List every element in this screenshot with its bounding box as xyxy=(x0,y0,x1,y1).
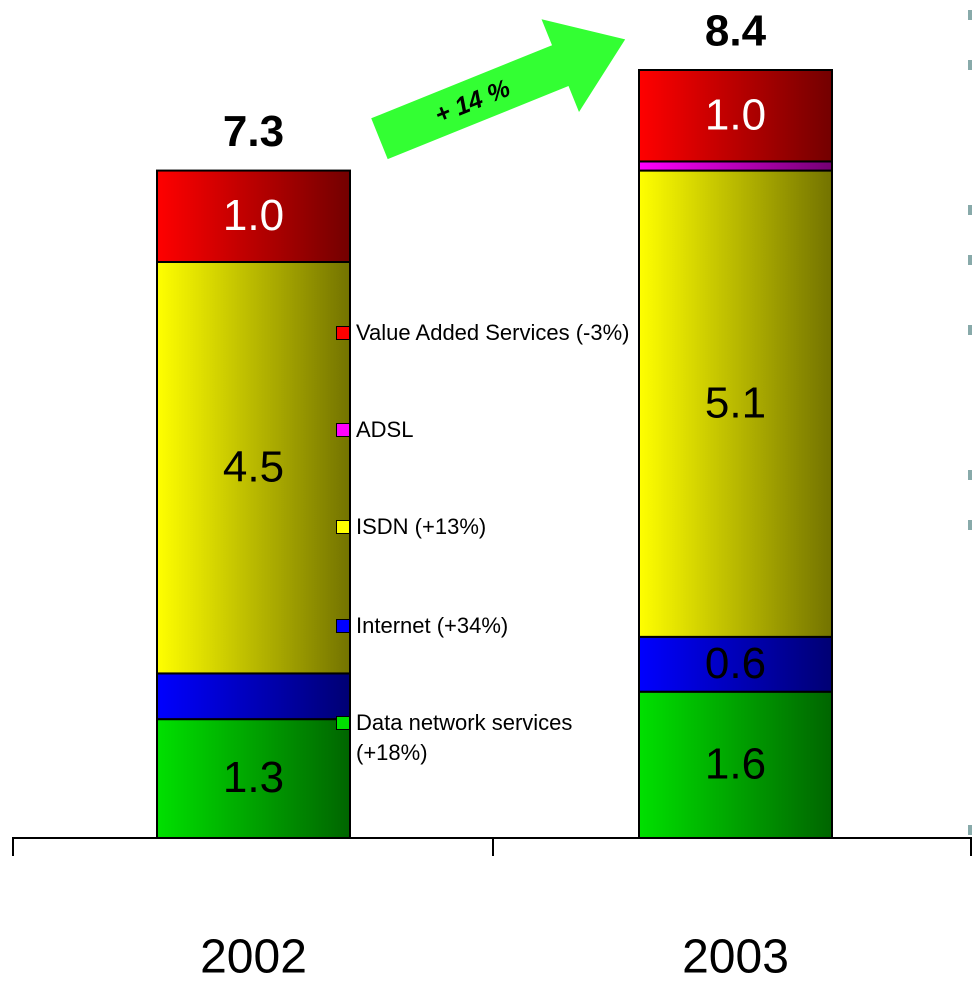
legend-swatch xyxy=(336,716,350,730)
value-label: 1.6 xyxy=(705,739,766,788)
growth-arrow: + 14 % xyxy=(371,19,626,160)
legend-item: ADSL xyxy=(336,415,636,445)
x-tick-label: 2003 xyxy=(682,931,789,984)
bar-segment xyxy=(638,69,833,163)
bar-segment xyxy=(156,261,351,675)
legend-swatch xyxy=(336,423,350,437)
legend-item: Internet (+34%) xyxy=(336,611,636,641)
side-fragments xyxy=(968,10,972,835)
bar-segment xyxy=(156,169,351,263)
legend-label: Data network services (+18%) xyxy=(356,710,573,765)
value-label: 1.3 xyxy=(223,753,284,802)
bar-segment xyxy=(638,169,833,638)
legend-label: Internet (+34%) xyxy=(356,613,509,638)
value-label: 4.5 xyxy=(223,442,284,491)
legend-label: ISDN (+13%) xyxy=(356,514,487,539)
value-label: 1.0 xyxy=(705,90,766,139)
total-label: 7.3 xyxy=(223,107,284,156)
legend-label: Value Added Services (-3%) xyxy=(356,320,630,345)
x-tick-label: 2002 xyxy=(200,931,307,984)
arrow-shape xyxy=(371,19,626,160)
bar-segment xyxy=(638,690,833,840)
legend-item: Value Added Services (-3%) xyxy=(336,318,636,348)
total-label: 8.4 xyxy=(705,7,767,56)
bar-segment xyxy=(638,635,833,693)
legend-label: ADSL xyxy=(356,417,414,442)
bar-segment xyxy=(638,160,833,172)
legend-swatch xyxy=(336,619,350,633)
legend-item: Data network services (+18%) xyxy=(336,708,636,768)
legend-item: ISDN (+13%) xyxy=(336,512,636,542)
value-label: 1.0 xyxy=(223,191,284,240)
legend-swatch xyxy=(336,520,350,534)
legend-swatch xyxy=(336,326,350,340)
value-label: 5.1 xyxy=(705,378,766,427)
bar-segment xyxy=(156,672,351,721)
value-label: 0.6 xyxy=(705,639,766,688)
bar-segment xyxy=(156,718,351,840)
